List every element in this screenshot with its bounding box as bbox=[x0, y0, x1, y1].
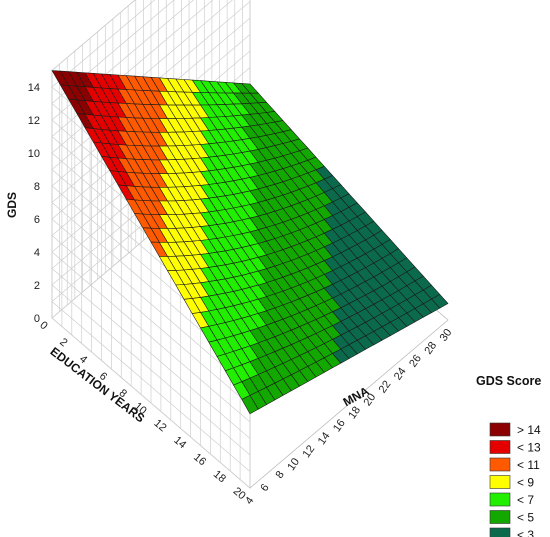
legend-label: < 13 bbox=[517, 441, 541, 455]
legend-label: < 9 bbox=[517, 476, 534, 490]
y-tick-label: 24 bbox=[392, 366, 409, 383]
legend-label: < 5 bbox=[517, 511, 534, 525]
legend-label: < 7 bbox=[517, 493, 534, 507]
legend-swatch bbox=[489, 475, 511, 489]
y-tick-label: 30 bbox=[438, 327, 455, 344]
z-tick-label: 0 bbox=[34, 313, 40, 325]
x-tick-label: 18 bbox=[211, 468, 228, 485]
y-tick-label: 22 bbox=[377, 379, 394, 396]
z-axis-title: GDS bbox=[5, 192, 19, 218]
y-tick-label: 16 bbox=[331, 417, 348, 434]
legend-swatch bbox=[489, 492, 511, 507]
y-tick-label: 28 bbox=[422, 340, 439, 357]
legend: > 14 < 13 < 11 < 9 < 7 < 5 < 3 bbox=[489, 422, 541, 537]
y-tick-label: 26 bbox=[407, 353, 424, 370]
y-tick-label: 8 bbox=[274, 469, 287, 481]
z-tick-label: 12 bbox=[28, 115, 40, 127]
z-tick-label: 6 bbox=[34, 214, 40, 226]
z-tick-label: 8 bbox=[34, 181, 40, 193]
legend-title: GDS Score bbox=[476, 374, 541, 388]
legend-swatch bbox=[489, 422, 511, 437]
y-tick-label: 10 bbox=[285, 456, 302, 473]
legend-label: < 3 bbox=[517, 528, 534, 537]
y-tick-label: 6 bbox=[258, 482, 271, 494]
legend-swatch bbox=[489, 440, 511, 454]
z-tick-label: 2 bbox=[34, 280, 40, 292]
y-tick-label: 14 bbox=[316, 430, 333, 447]
surface-plot bbox=[51, 70, 449, 415]
legend-label: > 14 bbox=[517, 423, 541, 437]
legend-swatch bbox=[489, 527, 511, 537]
z-tick-label: 10 bbox=[28, 148, 40, 160]
z-tick-label: 14 bbox=[28, 82, 40, 94]
y-tick-label: 20 bbox=[361, 391, 378, 408]
legend-label: < 11 bbox=[517, 458, 540, 472]
x-tick-label: 16 bbox=[191, 451, 208, 468]
y-tick-label: 4 bbox=[243, 495, 256, 507]
y-tick-label: 12 bbox=[301, 443, 318, 460]
x-tick-label: 12 bbox=[151, 417, 168, 434]
x-tick-label: 14 bbox=[171, 434, 188, 451]
z-tick-label: 4 bbox=[34, 247, 40, 259]
legend-swatch bbox=[489, 457, 511, 472]
legend-swatch bbox=[489, 510, 511, 524]
y-tick-label: 18 bbox=[346, 404, 363, 421]
surface-cell bbox=[241, 395, 259, 415]
